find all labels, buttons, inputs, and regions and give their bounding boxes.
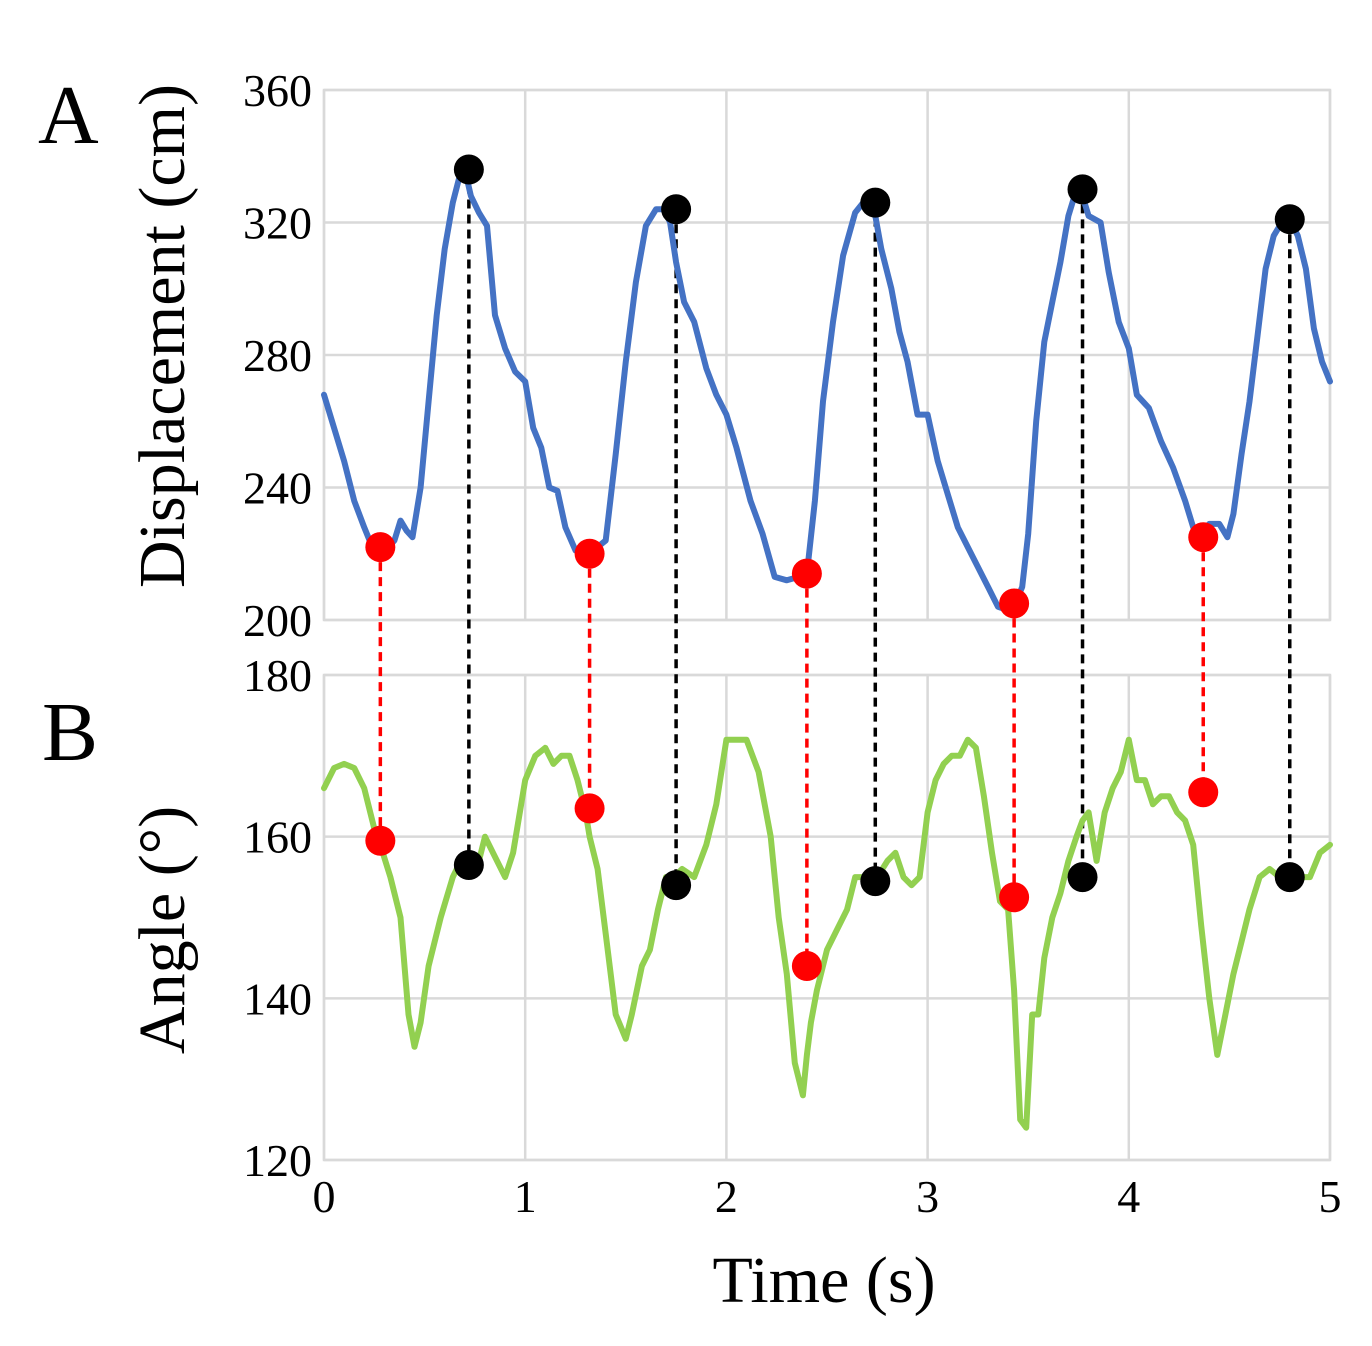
angle-maxima-marker: [1067, 862, 1098, 893]
angle-maxima-marker: [661, 870, 692, 901]
displacement-minima-marker: [1188, 522, 1219, 553]
angle-minima-marker: [365, 825, 396, 856]
x-tick-label: 4: [1117, 1171, 1140, 1222]
y-tick-label: 280: [243, 330, 312, 381]
panel-a-y-ticks: 200 240 280 320 360: [243, 65, 312, 646]
x-ticks: 0 1 2 3 4 5: [313, 1171, 1342, 1222]
displacement-minima-marker: [574, 538, 605, 569]
displacement-maxima-marker: [661, 194, 692, 225]
displacement-maxima-marker: [1067, 174, 1098, 205]
angle-minima-marker: [1188, 777, 1219, 808]
panel-b-grid: [322, 673, 1332, 1162]
angle-minima-marker: [999, 882, 1030, 913]
y-tick-label: 240: [243, 463, 312, 514]
x-tick-label: 0: [313, 1171, 336, 1222]
angle-minima-marker: [574, 793, 605, 824]
displacement-minima-marker: [365, 532, 396, 563]
y-tick-label: 160: [243, 812, 312, 863]
x-tick-label: 5: [1319, 1171, 1342, 1222]
y-tick-label: 180: [243, 650, 312, 701]
y-tick-label: 200: [243, 595, 312, 646]
panel-b-label: B: [42, 686, 98, 779]
x-tick-label: 2: [715, 1171, 738, 1222]
angle-maxima-marker: [860, 866, 891, 897]
angle-maxima-marker: [1274, 862, 1305, 893]
y-tick-label: 360: [243, 65, 312, 116]
panel-a-label: A: [38, 69, 99, 162]
displacement-maxima-marker: [1274, 204, 1305, 235]
x-axis-title: Time (s): [712, 1244, 935, 1317]
panel-b-y-ticks: 120 140 160 180: [243, 650, 312, 1186]
angle-series-line: [321, 736, 1333, 1131]
x-tick-label: 1: [514, 1171, 537, 1222]
displacement-maxima-marker: [453, 154, 484, 185]
displacement-minima-marker: [999, 588, 1030, 619]
panel-a-frame: [322, 88, 1332, 622]
y-tick-label: 120: [243, 1135, 312, 1186]
displacement-maxima-marker: [860, 187, 891, 218]
x-tick-label: 3: [916, 1171, 939, 1222]
displacement-minima-marker: [791, 558, 822, 589]
angle-maxima-marker: [453, 849, 484, 880]
panel-a-y-axis-title: Displacement (cm): [126, 84, 199, 588]
panel-b-frame: [322, 673, 1332, 1162]
y-tick-label: 140: [243, 973, 312, 1024]
y-tick-label: 320: [243, 198, 312, 249]
angle-minima-marker: [791, 951, 822, 981]
marker-points: [365, 154, 1305, 981]
connector-lines: [378, 169, 1292, 966]
panel-b-y-axis-title: Angle (°): [126, 806, 199, 1054]
displacement-series-line: [321, 166, 1333, 614]
